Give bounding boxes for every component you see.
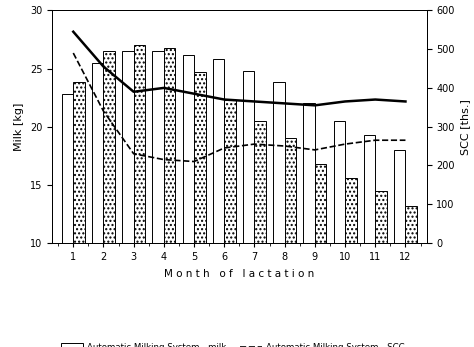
X-axis label: M o n t h   o f   l a c t a t i o n: M o n t h o f l a c t a t i o n (164, 269, 314, 279)
Bar (285, 138, 296, 347)
Bar (334, 121, 345, 347)
Bar (194, 72, 206, 347)
Bar (303, 103, 315, 347)
Bar (182, 54, 194, 347)
Bar (62, 94, 73, 347)
Bar (122, 51, 134, 347)
Bar (224, 100, 236, 347)
Y-axis label: SCC [ths.]: SCC [ths.] (460, 99, 470, 155)
Bar (73, 83, 85, 347)
Bar (134, 45, 145, 347)
Bar (153, 51, 164, 347)
Bar (243, 71, 255, 347)
Bar (394, 150, 405, 347)
Y-axis label: Milk [kg]: Milk [kg] (14, 102, 24, 151)
Legend: Automatic Milking System - milk, Conventional Milking System-milk, Automatic Mil: Automatic Milking System - milk, Convent… (58, 340, 421, 347)
Bar (375, 191, 387, 347)
Bar (213, 59, 224, 347)
Bar (273, 83, 285, 347)
Bar (315, 164, 326, 347)
Bar (405, 206, 417, 347)
Bar (92, 63, 103, 347)
Bar (164, 48, 175, 347)
Bar (345, 178, 356, 347)
Bar (103, 51, 115, 347)
Bar (364, 135, 375, 347)
Bar (255, 121, 266, 347)
